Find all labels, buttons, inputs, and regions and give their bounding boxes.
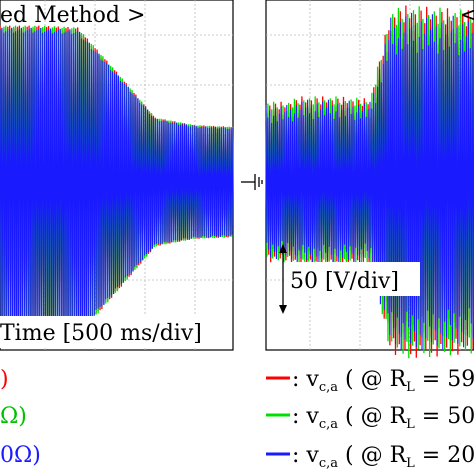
scale-label-background [286, 262, 420, 296]
right-panel: < 50 [V/div] [265, 0, 474, 359]
ground-symbol-icon [241, 174, 263, 190]
left-legend-entry-1: ) [0, 367, 9, 392]
series-line-3 [265, 12, 474, 351]
y-scale-label: 50 [V/div] [290, 269, 399, 294]
right-legend-entry-1: : vc,a ( @ RL = 59 [266, 367, 474, 395]
left-panel: ed Method > Time [500 ms/div] [0, 0, 234, 351]
left-legend-entry-3: 0Ω) [0, 443, 41, 468]
legend-text-2: : vc,a ( @ RL = 50 [292, 404, 474, 432]
legend-text-3: : vc,a ( @ RL = 20 [292, 443, 474, 471]
right-legend-entry-2: : vc,a ( @ RL = 50 [266, 404, 474, 432]
right-waveform [265, 5, 474, 359]
left-waveform [0, 25, 234, 339]
series-line-3 [0, 27, 234, 337]
legend-text-1: : vc,a ( @ RL = 59 [292, 367, 474, 395]
left-legend: ) Ω) 0Ω) [0, 367, 41, 468]
left-title: ed Method > [0, 3, 145, 28]
scale-arrow-up [279, 244, 287, 253]
xlabel-background [0, 316, 230, 348]
right-title: < [460, 3, 474, 28]
x-axis-label: Time [500 ms/div] [0, 321, 202, 346]
right-legend: : vc,a ( @ RL = 59 : vc,a ( @ RL = 50 : … [266, 367, 474, 471]
left-legend-entry-2: Ω) [0, 404, 27, 429]
scale-arrow-down [279, 305, 287, 314]
right-legend-entry-3: : vc,a ( @ RL = 20 [266, 443, 474, 471]
series-line-1 [0, 25, 234, 339]
